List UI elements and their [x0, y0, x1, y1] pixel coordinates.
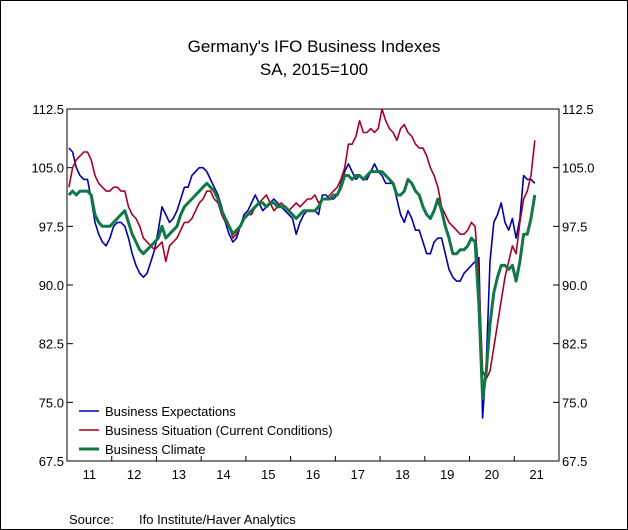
- legend-label-3: Business Climate: [105, 442, 205, 457]
- series-line-3: [67, 170, 537, 400]
- y-tick-label-left: 105.0: [31, 161, 64, 176]
- legend: Business Expectations Business Situation …: [79, 404, 333, 457]
- y-tick-label-left: 82.5: [39, 337, 64, 352]
- y-tick-label-left: 112.5: [32, 102, 64, 117]
- source-label: Source:: [69, 512, 114, 527]
- x-tick-label: 16: [306, 467, 320, 482]
- y-tick-label-left: 67.5: [39, 454, 64, 469]
- y-tick-label-right: 97.5: [562, 219, 587, 234]
- x-tick-label: 18: [395, 467, 409, 482]
- y-tick-label-right: 90.0: [562, 278, 587, 293]
- y-tick-label-left: 90.0: [39, 278, 64, 293]
- y-axis-right: 112.5 105.0 97.5 90.0 82.5 75.0 67.5: [553, 102, 595, 469]
- y-axis-left: 112.5 105.0 97.5 90.0 82.5 75.0 67.5: [31, 102, 73, 469]
- x-tick-label: 14: [216, 467, 230, 482]
- x-tick-label: 20: [485, 467, 499, 482]
- chart-title: Germany's IFO Business Indexes: [188, 37, 441, 56]
- source-text: Ifo Institute/Haver Analytics: [139, 512, 296, 527]
- x-tick-label: 11: [83, 467, 97, 482]
- y-tick-label-left: 75.0: [39, 395, 64, 410]
- chart-subtitle: SA, 2015=100: [260, 60, 368, 79]
- x-tick-label: 15: [261, 467, 275, 482]
- x-tick-label: 19: [440, 467, 454, 482]
- y-tick-label-right: 112.5: [562, 102, 594, 117]
- series-line-1: [68, 147, 536, 419]
- y-tick-label-right: 82.5: [562, 337, 587, 352]
- legend-label-2: Business Situation (Current Conditions): [105, 423, 333, 438]
- y-tick-label-left: 97.5: [39, 219, 64, 234]
- series-lines: [67, 108, 537, 419]
- legend-label-1: Business Expectations: [105, 404, 236, 419]
- series-line-2: [68, 108, 536, 380]
- x-axis: 11 12 13 14 15 16 17 18 19 20 21: [83, 456, 544, 482]
- y-tick-label-right: 67.5: [562, 454, 587, 469]
- y-tick-label-right: 105.0: [562, 161, 595, 176]
- x-tick-label: 12: [127, 467, 141, 482]
- x-tick-label: 13: [172, 467, 186, 482]
- y-tick-label-right: 75.0: [562, 395, 587, 410]
- x-tick-label: 17: [350, 467, 364, 482]
- x-tick-label: 21: [529, 467, 543, 482]
